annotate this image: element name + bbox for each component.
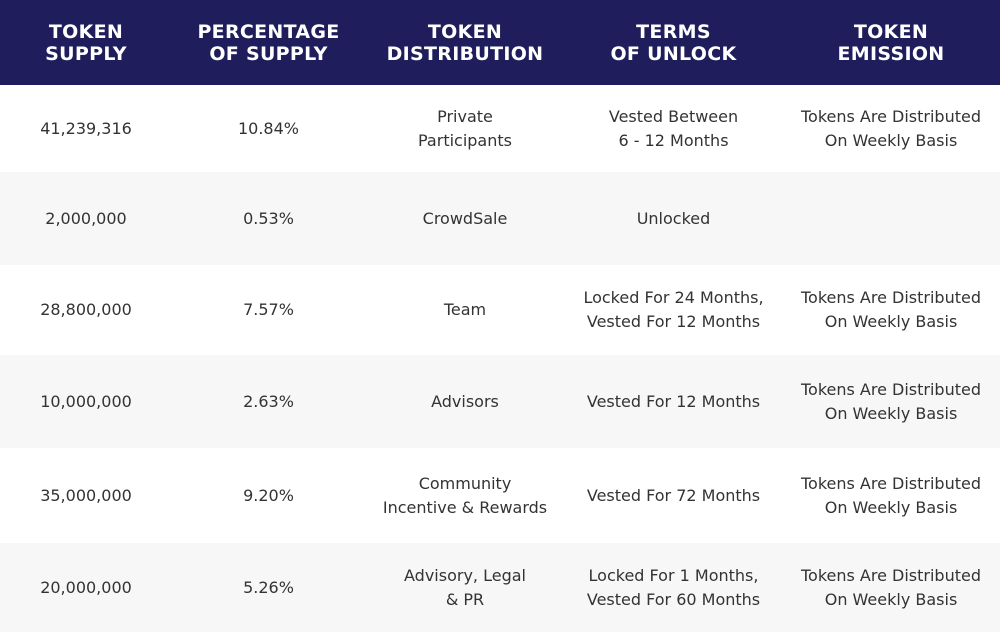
header-cell: TOKEN EMISSION: [782, 0, 1000, 85]
cell-text: Vested For 12 Months: [586, 391, 761, 411]
cell-text: 0.53%: [243, 208, 294, 228]
cell-text: DISTRIBUTION: [386, 42, 544, 65]
cell-text: On Weekly Basis: [824, 312, 958, 331]
header-cell: TERMS OF UNLOCK: [565, 0, 782, 85]
cell-text: Vested Between: [608, 106, 739, 126]
table-cell: 35,000,000: [0, 448, 172, 543]
table-cell: Community Incentive & Rewards: [365, 448, 565, 543]
cell-text: 7.57%: [243, 300, 294, 319]
header-cell: PERCENTAGE OF SUPPLY: [172, 0, 365, 85]
table-cell: Tokens Are Distributed On Weekly Basis: [782, 543, 1000, 632]
table-cell: 0.53%: [172, 172, 365, 265]
cell-text: Unlocked: [636, 208, 711, 228]
cell-text: Tokens Are Distributed: [800, 565, 981, 585]
table-body: 41,239,316 10.84% Private Participants Veste…: [0, 85, 1000, 632]
cell-text: Vested For 12 Months: [586, 312, 761, 331]
table-cell: [782, 172, 1000, 265]
table-cell: Advisors: [365, 355, 565, 448]
cell-text: CrowdSale: [422, 208, 508, 228]
table-cell: Team: [365, 265, 565, 355]
table-cell: Tokens Are Distributed On Weekly Basis: [782, 448, 1000, 543]
table-row: 28,800,000 7.57% Team Locked For 24 Months,…: [0, 265, 1000, 355]
cell-text: OF SUPPLY: [209, 42, 328, 65]
cell-text: 5.26%: [243, 577, 294, 597]
table-row: 20,000,000 5.26% Advisory, Legal & PR Locked…: [0, 543, 1000, 632]
table-cell: Locked For 1 Months, Vested For 60 Months: [565, 543, 782, 632]
cell-text: Tokens Are Distributed: [800, 106, 981, 126]
cell-text: Tokens Are Distributed: [800, 379, 981, 399]
table-cell: 28,800,000: [0, 265, 172, 355]
cell-text: Vested For 72 Months: [586, 485, 761, 505]
cell-text: 10,000,000: [40, 391, 132, 411]
cell-text: & PR: [445, 589, 485, 609]
cell-text: On Weekly Basis: [824, 497, 958, 517]
cell-text: 9.20%: [243, 485, 294, 505]
cell-text: 6 - 12 Months: [618, 130, 729, 150]
cell-text: OF UNLOCK: [610, 42, 737, 65]
table-row: 2,000,000 0.53% CrowdSale Unlocked: [0, 172, 1000, 265]
table-cell: Tokens Are Distributed On Weekly Basis: [782, 265, 1000, 355]
cell-text: Community: [418, 473, 512, 493]
table-row: 41,239,316 10.84% Private Participants Veste…: [0, 85, 1000, 172]
table-cell: Vested For 12 Months: [565, 355, 782, 448]
table-row: 35,000,000 9.20% Community Incentive & Rewa…: [0, 448, 1000, 543]
cell-text: 10.84%: [237, 118, 299, 138]
table-cell: Vested For 72 Months: [565, 448, 782, 543]
cell-text: SUPPLY: [45, 42, 127, 65]
cell-text: TERMS: [636, 20, 711, 43]
table-cell: Vested Between 6 - 12 Months: [565, 85, 782, 172]
cell-text: Team: [443, 300, 487, 319]
cell-text: EMISSION: [837, 42, 945, 65]
table-cell: 7.57%: [172, 265, 365, 355]
cell-text: Tokens Are Distributed: [800, 288, 981, 307]
cell-text: Locked For 24 Months,: [583, 288, 764, 307]
header-cell: TOKEN SUPPLY: [0, 0, 172, 85]
table-cell: Unlocked: [565, 172, 782, 265]
table-cell: CrowdSale: [365, 172, 565, 265]
table-cell: Locked For 24 Months, Vested For 12 Month…: [565, 265, 782, 355]
cell-text: 41,239,316: [40, 118, 132, 138]
cell-text: 20,000,000: [40, 577, 132, 597]
table-cell: Tokens Are Distributed On Weekly Basis: [782, 85, 1000, 172]
cell-text: 2,000,000: [45, 208, 127, 228]
cell-text: Vested For 60 Months: [586, 589, 761, 609]
cell-text: 2.63%: [243, 391, 294, 411]
cell-text: Private: [437, 106, 493, 126]
cell-text: Locked For 1 Months,: [588, 565, 759, 585]
table-cell: Advisory, Legal & PR: [365, 543, 565, 632]
cell-text: 35,000,000: [40, 485, 132, 505]
table-cell: 2,000,000: [0, 172, 172, 265]
cell-text: On Weekly Basis: [824, 403, 958, 423]
cell-text: Tokens Are Distributed: [800, 473, 981, 493]
table-cell: 2.63%: [172, 355, 365, 448]
cell-text: 28,800,000: [40, 300, 132, 319]
header-cell: TOKEN DISTRIBUTION: [365, 0, 565, 85]
table-row: 10,000,000 2.63% Advisors Vested For 12 Mon…: [0, 355, 1000, 448]
cell-text: On Weekly Basis: [824, 589, 958, 609]
cell-text: TOKEN: [48, 20, 124, 43]
table-cell: 9.20%: [172, 448, 365, 543]
cell-text: On Weekly Basis: [824, 130, 958, 150]
table-cell: 20,000,000: [0, 543, 172, 632]
table-cell: Private Participants: [365, 85, 565, 172]
cell-text: TOKEN: [427, 20, 503, 43]
table-cell: Tokens Are Distributed On Weekly Basis: [782, 355, 1000, 448]
table-cell: 10,000,000: [0, 355, 172, 448]
table-cell: 5.26%: [172, 543, 365, 632]
cell-text: Incentive & Rewards: [382, 497, 548, 517]
cell-text: PERCENTAGE: [197, 20, 340, 43]
table-cell: 41,239,316: [0, 85, 172, 172]
table-cell: 10.84%: [172, 85, 365, 172]
header-row: TOKEN SUPPLY PERCENTAGE OF SUPPLY TOKEN DISTR…: [0, 0, 1000, 85]
cell-text: Advisory, Legal: [404, 565, 526, 585]
cell-text: TOKEN: [853, 20, 929, 43]
cell-text: Participants: [418, 130, 512, 150]
cell-text: Advisors: [431, 391, 499, 411]
